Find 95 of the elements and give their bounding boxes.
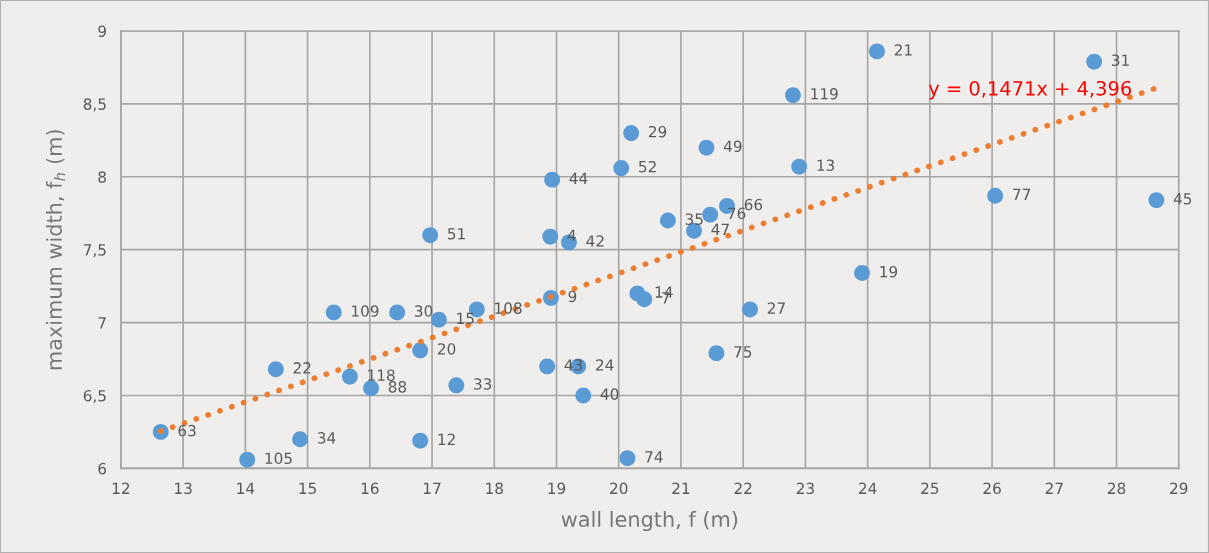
y-tick-label: 8 xyxy=(98,171,106,183)
point xyxy=(698,139,715,156)
point xyxy=(785,87,801,104)
annotation: 34 xyxy=(317,432,336,444)
x-tick-label: 27 xyxy=(1045,482,1063,494)
x-tick-label: 29 xyxy=(1170,482,1188,495)
y-tick-label: 7 xyxy=(98,317,106,329)
x-tick-label: 15 xyxy=(299,482,316,495)
y-tick-label: 6,5 xyxy=(83,389,106,404)
x-tick-label: 16 xyxy=(361,482,379,495)
annotation: 31 xyxy=(1111,54,1129,67)
point xyxy=(341,368,358,385)
point xyxy=(708,345,725,362)
annotation: 52 xyxy=(639,160,656,173)
annotation: y = 0,1471x + 4,396 xyxy=(928,80,1131,100)
point xyxy=(742,301,758,318)
annotation: 29 xyxy=(648,125,667,138)
point xyxy=(325,304,342,321)
point xyxy=(659,212,676,229)
point xyxy=(544,171,561,188)
annotation: 63 xyxy=(178,424,196,437)
point xyxy=(854,265,870,281)
annotation: 19 xyxy=(880,265,898,278)
point xyxy=(239,451,256,468)
annotation: 77 xyxy=(1013,188,1030,200)
point xyxy=(575,387,592,404)
x-tick-label: 17 xyxy=(424,482,441,494)
annotation: 33 xyxy=(474,378,492,390)
annotation: 119 xyxy=(811,88,838,100)
point xyxy=(613,160,630,176)
x-tick-label: 20 xyxy=(610,482,628,495)
annotation: 15 xyxy=(457,312,474,325)
annotation: 75 xyxy=(734,346,752,358)
x-tick-label: 25 xyxy=(921,482,939,495)
x-axis-title: wall length, f (m) xyxy=(561,510,738,532)
point xyxy=(422,227,439,244)
x-tick-label: 19 xyxy=(548,482,566,495)
annotation: 45 xyxy=(1173,193,1192,205)
annotation: 105 xyxy=(265,452,292,465)
annotation: 51 xyxy=(448,228,465,240)
point xyxy=(539,358,556,375)
x-tick-label: 26 xyxy=(983,482,1001,495)
annotation: 40 xyxy=(600,388,619,400)
point xyxy=(363,380,379,397)
annotation: 13 xyxy=(817,159,835,171)
x-tick-label: 24 xyxy=(859,482,877,494)
x-tick-label: 21 xyxy=(672,482,690,494)
point xyxy=(1086,53,1103,70)
annotation: 47 xyxy=(711,223,729,235)
annotation: 109 xyxy=(352,305,379,317)
annotation: 44 xyxy=(569,172,588,184)
x-tick-label: 28 xyxy=(1107,482,1126,495)
annotation: 35 xyxy=(685,213,703,225)
point xyxy=(702,206,719,223)
y-tick-label: 6 xyxy=(98,462,107,475)
point xyxy=(869,43,885,60)
annotation: 66 xyxy=(744,198,763,211)
annotation: 12 xyxy=(438,433,455,445)
annotation: 21 xyxy=(894,44,912,56)
point xyxy=(292,431,309,448)
point xyxy=(636,291,653,308)
point xyxy=(412,432,429,449)
annotation: 27 xyxy=(767,302,785,314)
x-tick-label: 14 xyxy=(237,482,255,494)
point xyxy=(619,450,636,467)
annotation: 9 xyxy=(568,290,577,303)
x-tick-label: 13 xyxy=(175,482,192,495)
point xyxy=(1148,192,1165,209)
annotation: 20 xyxy=(438,343,456,355)
x-tick-label: 18 xyxy=(486,482,503,495)
annotation: 42 xyxy=(586,235,604,247)
annotation: 22 xyxy=(293,362,311,374)
y-tick-label: 9 xyxy=(98,25,106,37)
point xyxy=(448,377,465,394)
point xyxy=(987,187,1004,204)
point xyxy=(412,342,429,359)
y-axis-title: maximum width, f$_{h}$ (m) xyxy=(45,130,66,370)
annotation: 30 xyxy=(415,305,433,317)
annotation: 88 xyxy=(388,381,407,393)
annotation: 118 xyxy=(368,369,395,381)
point xyxy=(791,158,808,175)
point xyxy=(542,228,559,245)
y-tick-label: 8,5 xyxy=(83,98,106,112)
annotation: 74 xyxy=(645,451,663,463)
x-tick-label: 12 xyxy=(112,482,130,494)
y-tick-label: 7,5 xyxy=(83,244,106,258)
point xyxy=(267,361,284,378)
annotation: 108 xyxy=(495,302,522,314)
point xyxy=(389,304,406,321)
annotation: 76 xyxy=(728,207,746,220)
point xyxy=(623,125,640,141)
annotation: 24 xyxy=(596,359,614,371)
x-tick-label: 23 xyxy=(796,482,814,495)
annotation: 49 xyxy=(723,140,742,153)
x-tick-label: 22 xyxy=(734,482,752,494)
